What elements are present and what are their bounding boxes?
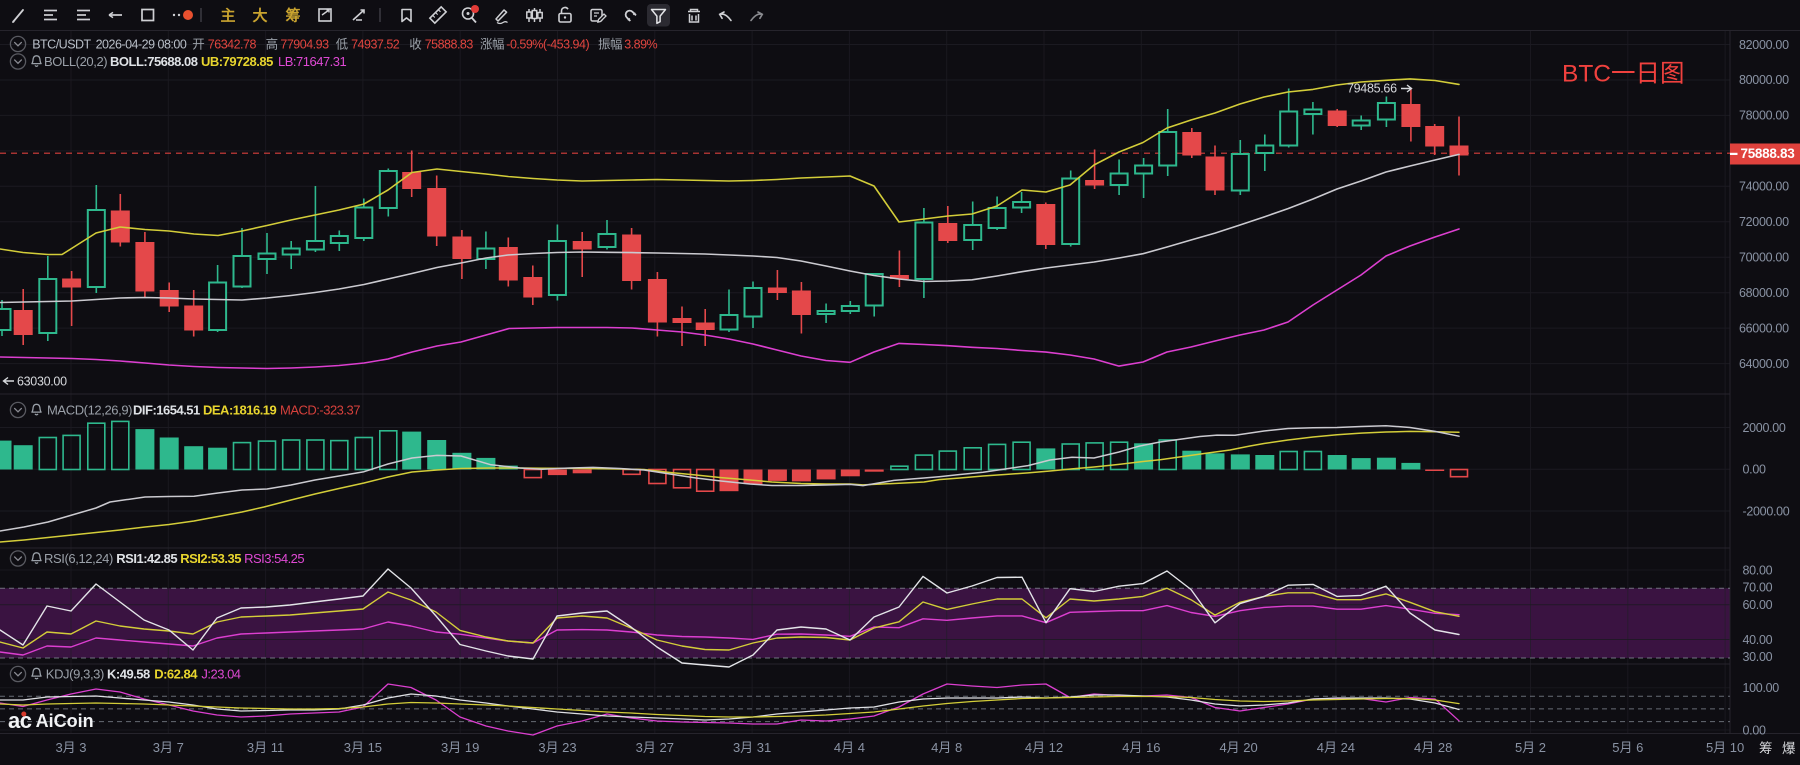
svg-text:80.00: 80.00 xyxy=(1743,563,1773,577)
svg-text:BTC一日图: BTC一日图 xyxy=(1562,61,1685,88)
svg-text:74000.00: 74000.00 xyxy=(1739,180,1789,194)
svg-text:72000.00: 72000.00 xyxy=(1739,215,1789,229)
svg-text:4月 12: 4月 12 xyxy=(1025,740,1063,755)
svg-text:BTC/USDT: BTC/USDT xyxy=(32,38,91,52)
svg-text:RSI1:42.85: RSI1:42.85 xyxy=(116,551,177,566)
svg-text:D:62.84: D:62.84 xyxy=(154,667,198,682)
svg-text:LB:71647.31: LB:71647.31 xyxy=(278,54,347,69)
svg-text:3月 3: 3月 3 xyxy=(55,740,86,755)
svg-text:RSI2:53.35: RSI2:53.35 xyxy=(180,551,241,566)
svg-text:4月 28: 4月 28 xyxy=(1414,740,1452,755)
svg-text:70.00: 70.00 xyxy=(1743,581,1773,595)
svg-text:75888.83: 75888.83 xyxy=(1741,146,1796,161)
svg-text:3月 31: 3月 31 xyxy=(733,740,771,755)
svg-text:3月 23: 3月 23 xyxy=(538,740,576,755)
svg-text:74937.52: 74937.52 xyxy=(351,38,400,52)
svg-text:RSI3:54.25: RSI3:54.25 xyxy=(244,551,304,566)
svg-text:5月 6: 5月 6 xyxy=(1612,740,1643,755)
svg-text:3月 27: 3月 27 xyxy=(636,740,674,755)
svg-text:30.00: 30.00 xyxy=(1743,650,1773,664)
svg-text:开: 开 xyxy=(192,38,204,52)
svg-text:涨幅: 涨幅 xyxy=(480,37,504,52)
svg-text:KDJ(9,3,3): KDJ(9,3,3) xyxy=(46,667,104,682)
svg-text:J:23.04: J:23.04 xyxy=(201,667,240,682)
svg-text:2000.00: 2000.00 xyxy=(1743,421,1786,435)
svg-text:4月 4: 4月 4 xyxy=(834,740,865,755)
svg-text:-2000.00: -2000.00 xyxy=(1743,504,1790,518)
svg-text:77904.93: 77904.93 xyxy=(280,38,329,52)
svg-text:78000.00: 78000.00 xyxy=(1739,109,1789,123)
svg-text:79485.66: 79485.66 xyxy=(1347,82,1397,96)
svg-text:60.00: 60.00 xyxy=(1743,598,1773,612)
svg-text:大: 大 xyxy=(252,7,267,25)
svg-text:64000.00: 64000.00 xyxy=(1739,357,1789,371)
svg-text:5月 10: 5月 10 xyxy=(1706,740,1744,755)
svg-text:76342.78: 76342.78 xyxy=(208,38,257,52)
svg-text:AiCoin: AiCoin xyxy=(36,711,94,731)
svg-text:100.00: 100.00 xyxy=(1743,681,1780,695)
svg-text:3月 7: 3月 7 xyxy=(153,740,184,755)
svg-text:3月 15: 3月 15 xyxy=(344,740,382,755)
svg-text:3月 19: 3月 19 xyxy=(441,740,479,755)
svg-text:K:49.58: K:49.58 xyxy=(107,667,150,682)
svg-text:4月 16: 4月 16 xyxy=(1122,740,1160,755)
svg-text:66000.00: 66000.00 xyxy=(1739,321,1789,335)
svg-text:75888.83: 75888.83 xyxy=(425,38,474,52)
svg-text:2026-04-29 08:00: 2026-04-29 08:00 xyxy=(96,38,187,52)
svg-text:低: 低 xyxy=(336,38,349,52)
svg-text:筹: 筹 xyxy=(285,7,300,25)
svg-text:BOLL(20,2): BOLL(20,2) xyxy=(44,54,107,69)
svg-text:UB:79728.85: UB:79728.85 xyxy=(201,54,273,69)
svg-text:收: 收 xyxy=(409,38,422,52)
svg-text:0.00: 0.00 xyxy=(1743,723,1766,737)
svg-text:4月 8: 4月 8 xyxy=(931,740,962,755)
svg-text:5月 2: 5月 2 xyxy=(1515,740,1546,755)
svg-text:振幅: 振幅 xyxy=(598,37,622,52)
svg-text:68000.00: 68000.00 xyxy=(1739,286,1789,300)
svg-text:DEA:1816.19: DEA:1816.19 xyxy=(203,403,277,418)
svg-text:4月 20: 4月 20 xyxy=(1219,740,1257,755)
svg-text:0.00: 0.00 xyxy=(1743,463,1766,477)
svg-text:4月 24: 4月 24 xyxy=(1317,740,1355,755)
svg-text:BOLL:75688.08: BOLL:75688.08 xyxy=(110,54,198,69)
svg-text:3月 11: 3月 11 xyxy=(247,740,284,755)
svg-text:MACD:-323.37: MACD:-323.37 xyxy=(280,403,360,418)
svg-text:80000.00: 80000.00 xyxy=(1739,73,1789,87)
svg-text:70000.00: 70000.00 xyxy=(1739,251,1789,265)
svg-text:3.89%: 3.89% xyxy=(624,38,657,52)
svg-text:ac: ac xyxy=(8,708,32,733)
svg-text:82000.00: 82000.00 xyxy=(1739,38,1789,52)
svg-text:MACD(12,26,9): MACD(12,26,9) xyxy=(47,403,132,418)
svg-text:高: 高 xyxy=(266,37,278,52)
svg-text:40.00: 40.00 xyxy=(1743,633,1773,647)
svg-text:RSI(6,12,24): RSI(6,12,24) xyxy=(44,551,113,566)
svg-text:爆: 爆 xyxy=(1782,741,1796,756)
svg-text:-0.59%(-453.94): -0.59%(-453.94) xyxy=(506,38,589,52)
svg-text:主: 主 xyxy=(220,7,235,25)
svg-text:63030.00: 63030.00 xyxy=(17,375,67,389)
svg-text:DIF:1654.51: DIF:1654.51 xyxy=(133,403,200,418)
svg-text:筹: 筹 xyxy=(1759,740,1773,756)
